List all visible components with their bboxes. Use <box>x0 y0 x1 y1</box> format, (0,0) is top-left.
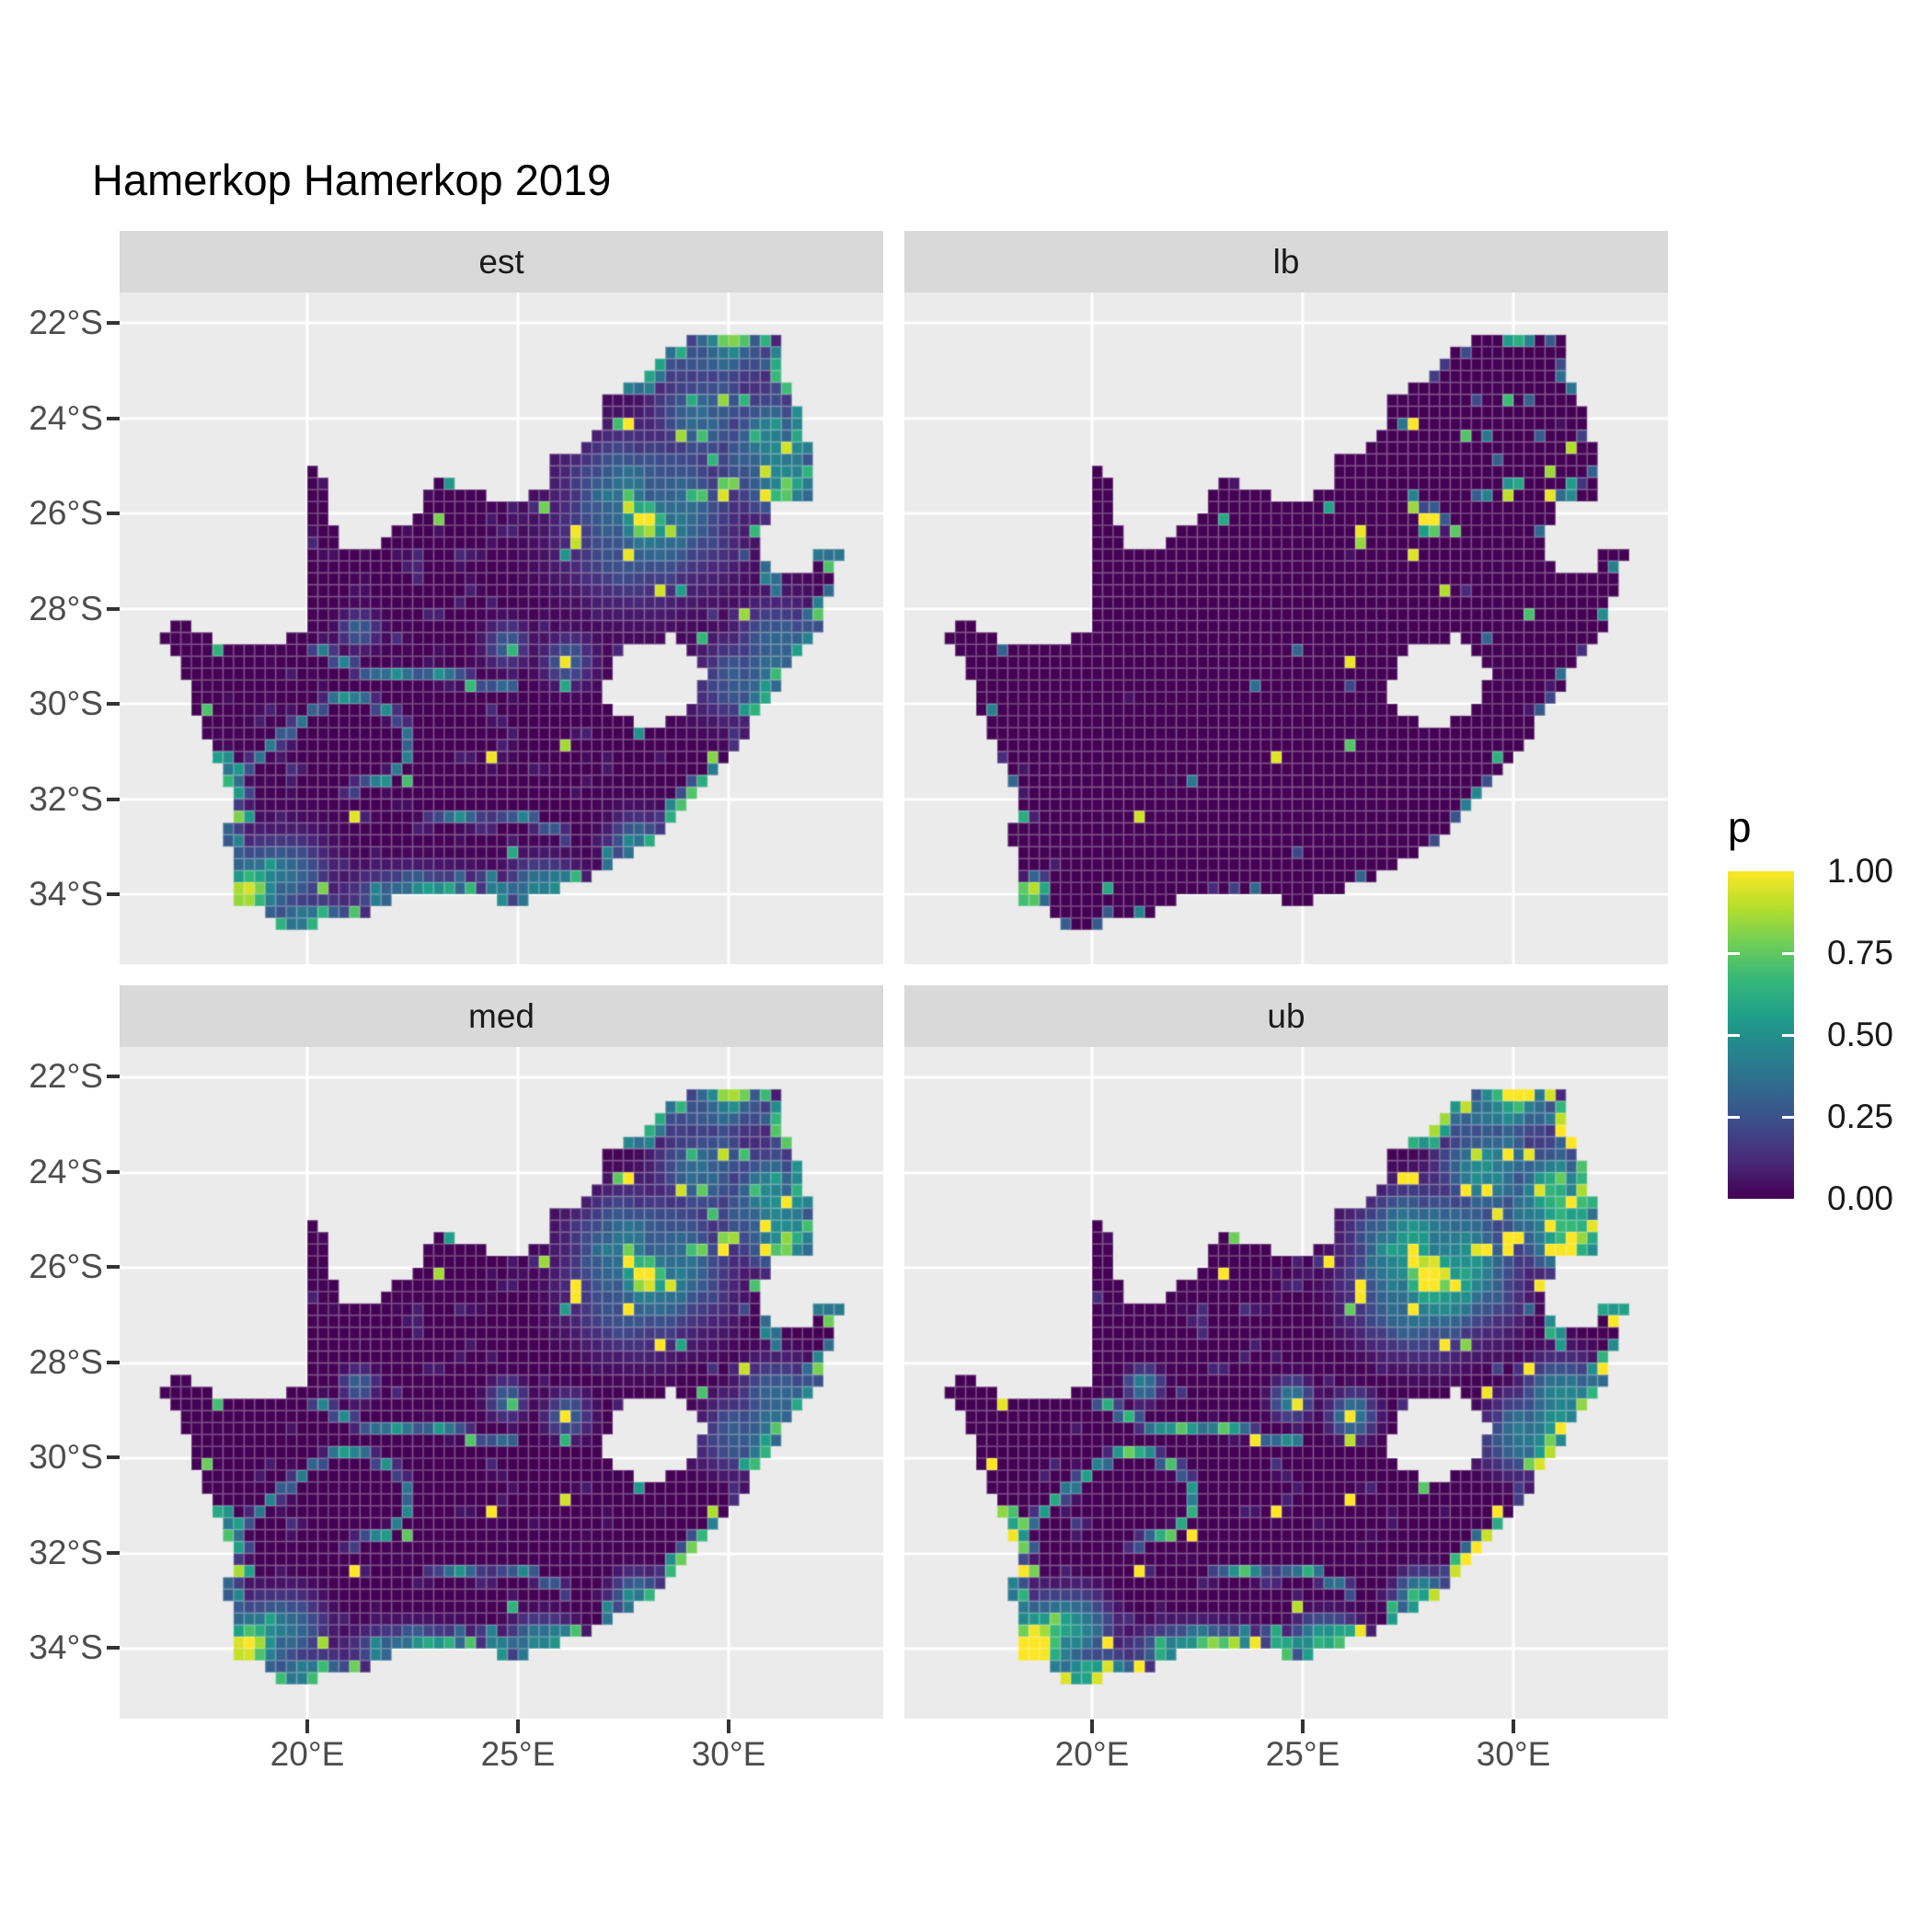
facet-strip-label-lb: lb <box>1272 242 1300 281</box>
legend-label-0.25: 0.25 <box>1827 1098 1894 1135</box>
plot-title: Hamerkop Hamerkop 2019 <box>92 155 612 204</box>
y-axis-tick <box>107 416 120 420</box>
x-axis-tick <box>305 1719 309 1733</box>
y-axis-label-22S: 22°S <box>29 304 103 341</box>
map-panel-ub <box>904 1047 1668 1719</box>
x-axis-label-25E: 25°E <box>1265 1735 1340 1773</box>
x-axis-tick <box>516 1719 520 1733</box>
facet-strip-label-med: med <box>468 996 535 1035</box>
facet-strip-label-ub: ub <box>1267 996 1305 1035</box>
x-axis-label-30E: 30°E <box>691 1735 766 1773</box>
y-axis-tick <box>107 1169 120 1174</box>
map-panel-lb <box>904 293 1668 964</box>
legend-tick-dash <box>1782 1033 1794 1037</box>
y-axis-label-24S: 24°S <box>29 1152 103 1190</box>
facet-strip-lb: lb <box>904 231 1668 293</box>
x-axis-tick <box>727 1719 730 1733</box>
x-axis-tick <box>1090 1719 1094 1733</box>
x-axis-tick <box>1301 1719 1305 1733</box>
y-axis-label-32S: 32°S <box>29 1533 103 1571</box>
legend-label-0.50: 0.50 <box>1827 1016 1894 1053</box>
y-axis-tick <box>107 1550 120 1555</box>
y-axis-tick <box>107 702 120 706</box>
y-axis-tick <box>107 606 120 611</box>
y-axis-label-28S: 28°S <box>29 589 103 627</box>
y-axis-label-26S: 26°S <box>29 494 103 532</box>
legend-tick-dash <box>1728 1115 1740 1119</box>
x-axis-tick <box>1512 1719 1515 1733</box>
facet-strip-med: med <box>120 985 883 1047</box>
y-axis-tick <box>107 892 120 896</box>
y-axis-tick <box>107 321 120 325</box>
y-axis-label-34S: 34°S <box>29 875 103 913</box>
y-axis-label-34S: 34°S <box>29 1628 103 1666</box>
map-panel-est <box>120 293 883 964</box>
y-axis-tick <box>107 512 120 515</box>
legend-title: p <box>1728 803 1752 851</box>
legend-tick-dash <box>1782 951 1794 955</box>
legend-label-1.00: 1.00 <box>1827 852 1894 890</box>
x-axis-label-25E: 25°E <box>480 1735 556 1773</box>
map-panel-med <box>120 1047 883 1719</box>
y-axis-label-22S: 22°S <box>29 1057 103 1095</box>
x-axis-label-30E: 30°E <box>1476 1735 1551 1773</box>
x-axis-label-20E: 20°E <box>1054 1735 1130 1773</box>
legend-tick-dash <box>1728 1033 1740 1037</box>
y-axis-label-24S: 24°S <box>29 398 103 437</box>
y-axis-label-28S: 28°S <box>29 1342 103 1381</box>
legend-label-0.75: 0.75 <box>1827 934 1894 972</box>
y-axis-tick <box>107 1075 120 1078</box>
legend-tick-dash <box>1728 951 1740 955</box>
y-axis-tick <box>107 1646 120 1650</box>
facet-strip-est: est <box>120 231 883 293</box>
y-axis-tick <box>107 797 120 801</box>
y-axis-label-32S: 32°S <box>29 779 103 818</box>
x-axis-label-20E: 20°E <box>270 1735 345 1773</box>
y-axis-tick <box>107 1360 120 1364</box>
facet-strip-label-est: est <box>478 242 524 281</box>
legend-tick-dash <box>1782 1115 1794 1119</box>
y-axis-label-26S: 26°S <box>29 1248 103 1285</box>
legend-label-0.00: 0.00 <box>1827 1179 1894 1217</box>
y-axis-tick <box>107 1455 120 1459</box>
y-axis-tick <box>107 1265 120 1269</box>
facet-strip-ub: ub <box>904 985 1668 1047</box>
y-axis-label-30S: 30°S <box>29 684 103 722</box>
y-axis-label-30S: 30°S <box>29 1438 103 1476</box>
